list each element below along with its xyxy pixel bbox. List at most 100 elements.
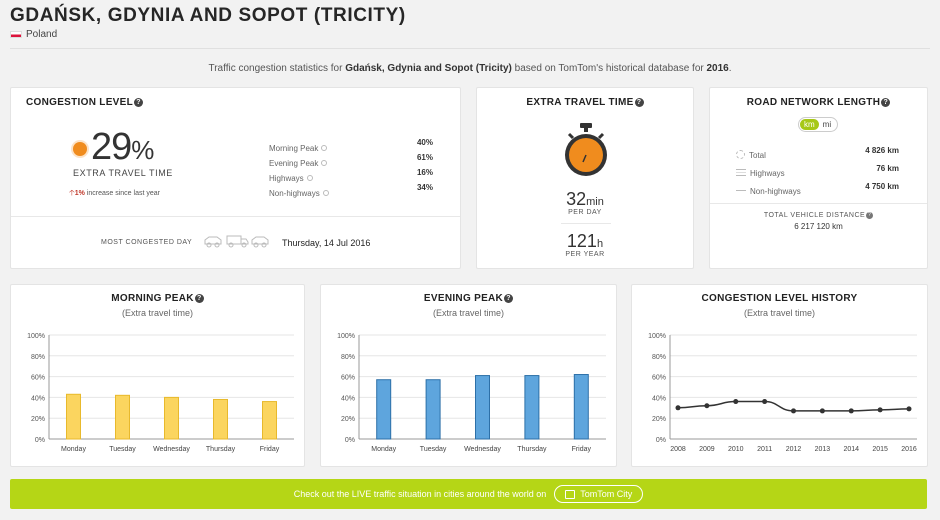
data-point [819,408,825,414]
evening-peak-heading: EVENING PEAK? [321,293,616,304]
unit-toggle[interactable]: km mi [798,117,838,132]
unit-mi-option[interactable]: mi [822,120,832,129]
data-point [762,399,768,405]
bar [213,398,228,440]
y-tick-label: 60% [652,375,666,382]
data-point [906,406,912,412]
road-network-row: Total 4 826 km [736,145,899,163]
congestion-history-chart: 0% 20% 40% 60% 80% 100% 2008 2009 2010 2011 2012 20… [648,333,917,453]
city-icon [565,489,576,499]
road-network-row: Non-highways 4 750 km [736,181,899,199]
evening-peak-card: EVENING PEAK? (Extra travel time) 0% 20% 4… [320,284,617,467]
extra-travel-time-heading: EXTRA TRAVEL TIME? [477,97,693,108]
help-icon[interactable]: ? [194,294,204,303]
congestion-change: 🡡1% increase since last year [69,188,160,197]
vehicles-icon [204,235,269,248]
morning-peak-card: MORNING PEAK? (Extra travel time) 0% 20% 4… [10,284,305,467]
vehicle-distance-value: 6 217 120 km [794,222,843,231]
y-tick-label: 40% [652,395,666,402]
bar [425,379,441,440]
x-tick-label: Wednesday [464,446,501,453]
help-icon[interactable]: ? [866,212,874,219]
y-tick-label: 60% [341,375,355,382]
road-network-row: Highways 76 km [736,163,899,181]
bar [475,375,490,440]
help-icon[interactable]: ? [634,98,644,107]
poland-flag-icon [10,31,22,38]
bar [66,393,81,440]
x-tick-label: Monday [371,446,396,453]
y-tick-label: 100% [337,333,355,340]
y-tick-label: 40% [341,395,355,402]
y-tick-label: 20% [652,416,666,423]
live-traffic-banner: Check out the LIVE traffic situation in … [10,479,927,509]
x-tick-label: Tuesday [420,446,447,453]
bar [262,401,277,440]
x-tick-label: Friday [572,446,592,453]
stopwatch-icon [565,123,607,176]
per-day-value: 32min [566,189,604,209]
breakdown-row: Evening Peak 61% [269,153,433,168]
intro-text: Traffic congestion statistics for Gdańsk… [208,63,732,74]
y-tick-label: 20% [31,416,45,423]
per-year-value: 121h [566,231,604,251]
x-tick-label: Monday [61,446,86,453]
congestion-value: 29% [91,126,154,168]
header-divider [10,48,930,49]
country-label: Poland [10,29,57,40]
most-congested-label: MOST CONGESTED DAY [101,239,193,246]
card-divider [11,216,460,217]
help-icon[interactable]: ? [134,98,144,107]
congestion-history-subtitle: (Extra travel time) [743,308,815,318]
evening-peak-chart: 0% 20% 40% 60% 80% 100% Monday Tuesday Wednesday… [337,333,606,453]
x-tick-label: 2012 [786,446,802,453]
x-tick-label: Thursday [206,446,236,453]
per-day-label: PER DAY [568,209,602,216]
morning-peak-subtitle: (Extra travel time) [121,308,193,318]
x-tick-label: Wednesday [153,446,190,453]
congestion-history-card: CONGESTION LEVEL HISTORY (Extra travel t… [631,284,928,467]
x-tick-label: 2015 [872,446,888,453]
road-icon [736,190,746,191]
y-tick-label: 80% [341,354,355,361]
info-icon[interactable] [322,190,329,196]
y-tick-label: 80% [31,354,45,361]
country-name[interactable]: Poland [26,29,58,40]
most-congested-value: Thursday, 14 Jul 2016 [282,238,371,248]
y-tick-label: 80% [652,354,666,361]
tomtom-city-button[interactable]: TomTom City [554,485,644,503]
y-tick-label: 0% [345,437,355,444]
info-icon[interactable] [306,175,313,181]
card-divider [710,203,927,204]
x-tick-label: Tuesday [109,446,136,453]
y-tick-label: 40% [31,395,45,402]
x-tick-label: 2016 [901,446,917,453]
y-tick-label: 100% [27,333,45,340]
congestion-breakdown: Morning Peak 40% Evening Peak 61% Highways… [269,138,433,198]
highway-icon [736,169,746,176]
bar [573,374,589,440]
help-icon[interactable]: ? [881,98,891,107]
help-icon[interactable]: ? [504,294,514,303]
breakdown-row: Non-highways 34% [269,183,433,198]
data-point [733,399,739,405]
road-network-list: Total 4 826 km Highways 76 km Non-highways… [736,145,899,199]
morning-peak-chart: 0% 20% 40% 60% 80% 100% Monday Tuesday Wednesday… [27,333,294,453]
page-title: GDAŃSK, GDYNIA AND SOPOT (TRICITY) [10,5,406,26]
congestion-dot-icon [73,142,87,156]
y-tick-label: 20% [341,416,355,423]
info-icon[interactable] [321,145,328,151]
extra-travel-time-card: EXTRA TRAVEL TIME? 32min PER DAY 121h PE… [476,87,694,269]
vehicle-distance-label: TOTAL VEHICLE DISTANCE? [763,212,874,219]
info-icon[interactable] [321,160,328,166]
data-point [848,408,854,414]
y-tick-label: 100% [648,333,666,340]
y-tick-label: 0% [656,437,666,444]
unit-km-option[interactable]: km [800,119,819,130]
card-divider [561,223,611,224]
x-tick-label: Thursday [517,446,547,453]
bar [376,379,392,440]
per-year-label: PER YEAR [565,251,605,258]
morning-peak-heading: MORNING PEAK? [11,293,304,304]
breakdown-row: Highways 16% [269,168,433,183]
